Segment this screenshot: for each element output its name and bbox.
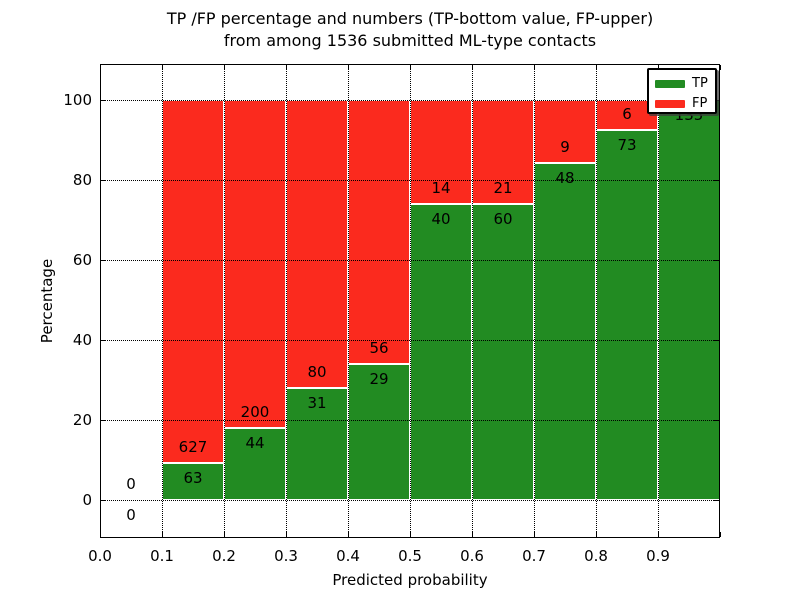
x-tick-mark [720,532,721,537]
x-tick-mark [100,532,101,537]
y-tick-label: 100 [63,91,92,109]
x-tick-mark [348,532,349,537]
x-tick-mark [472,65,473,70]
x-tick-mark [720,65,721,70]
fp-count-label: 9 [560,138,570,157]
y-tick-label: 40 [72,331,92,349]
x-tick-mark [410,65,411,70]
tp-count-label: 29 [369,369,389,388]
x-tick-label: 0.5 [398,547,422,565]
tp-count-label: 63 [183,469,203,488]
y-tick-mark [101,420,106,421]
fp-count-label: 21 [493,178,513,197]
x-tick-mark [472,532,473,537]
x-tick-mark [410,532,411,537]
x-tick-label: 0.0 [88,547,112,565]
fp-count-label: 80 [307,363,327,382]
x-tick-mark [348,65,349,70]
tp-count-label: 40 [431,209,451,228]
tp-count-label: 0 [126,506,136,524]
chart-title-line-2: from among 1536 submitted ML-type contac… [223,31,597,50]
tp-count-label: 31 [307,394,327,413]
y-tick-mark [714,340,719,341]
fp-count-label: 6 [622,105,632,124]
y-tick-label: 0 [82,491,92,509]
bar-segment-tp [658,100,720,500]
legend: TP FP [647,68,717,114]
y-tick-label: 60 [72,251,92,269]
x-axis-title: Predicted probability [332,571,488,589]
tp-count-label: 44 [245,433,265,452]
x-tick-label: 0.9 [646,547,670,565]
x-tick-label: 0.1 [150,547,174,565]
x-tick-mark [162,532,163,537]
y-tick-mark [714,420,719,421]
bar-segment-tp [596,130,658,500]
tp-color-swatch [655,79,685,88]
x-tick-mark [658,532,659,537]
x-tick-mark [286,65,287,70]
x-tick-mark [286,532,287,537]
tp-count-label: 60 [493,209,513,228]
bar-segment-tp [162,463,224,500]
fp-count-label: 627 [178,438,208,457]
y-tick-mark [714,180,719,181]
y-tick-mark [101,260,106,261]
y-tick-mark [101,340,106,341]
y-tick-mark [714,260,719,261]
legend-item-tp: TP [655,76,708,91]
y-tick-mark [101,100,106,101]
legend-item-fp: FP [655,96,707,111]
bar-segment-tp [410,203,472,500]
x-tick-label: 0.7 [522,547,546,565]
y-tick-label: 80 [72,171,92,189]
x-tick-mark [162,65,163,70]
plot-area: 00627632004480315629144021609486730135 [100,64,721,538]
bar-segment-fp [162,100,224,464]
x-tick-mark [224,532,225,537]
fp-count-label: 200 [240,402,270,421]
y-axis-title: Percentage [38,258,56,344]
x-tick-mark [224,65,225,70]
y-tick-mark [101,500,106,501]
h-gridline [100,500,720,501]
fp-count-label: 0 [126,475,136,493]
bar-segment-tp [224,427,286,500]
y-tick-mark [101,180,106,181]
x-tick-mark [596,65,597,70]
bar-segment-fp [286,100,348,389]
chart-title-line-1: TP /FP percentage and numbers (TP-bottom… [166,9,654,28]
y-tick-label: 20 [72,411,92,429]
bar-segment-fp [348,100,410,364]
legend-label: FP [692,96,708,111]
fp-count-label: 14 [431,178,451,197]
fp-color-swatch [655,99,685,108]
legend-label: TP [692,76,708,91]
bar-segment-tp [472,203,534,500]
x-tick-mark [100,65,101,70]
x-tick-label: 0.2 [212,547,236,565]
bar-segment-tp [348,363,410,500]
bar-segment-fp [224,100,286,428]
x-tick-label: 0.8 [584,547,608,565]
x-tick-label: 0.6 [460,547,484,565]
x-tick-label: 0.3 [274,547,298,565]
bar-segment-tp [534,163,596,500]
y-tick-mark [714,500,719,501]
x-tick-mark [534,65,535,70]
tp-count-label: 48 [555,169,575,188]
tp-count-label: 73 [617,136,637,155]
x-tick-mark [534,532,535,537]
x-tick-mark [596,532,597,537]
fp-count-label: 56 [369,338,389,357]
x-tick-label: 0.4 [336,547,360,565]
